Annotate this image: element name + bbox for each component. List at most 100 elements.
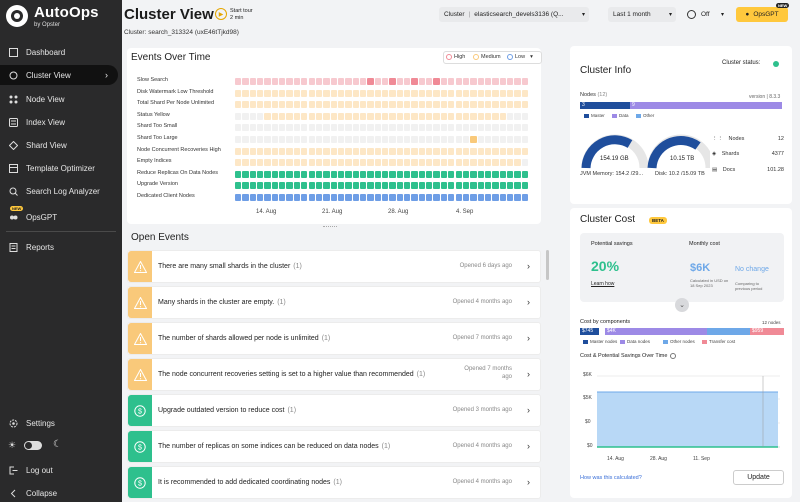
heatmap-cell[interactable] [411,194,418,201]
heatmap-cell[interactable] [330,101,337,109]
heatmap-cell[interactable] [455,170,462,178]
heatmap-cell[interactable] [477,147,484,155]
heatmap-cell[interactable] [264,112,271,120]
heatmap-cell[interactable] [484,147,492,155]
heatmap-cell[interactable] [264,101,271,109]
filter-medium[interactable]: Medium [473,54,501,60]
heatmap-cell[interactable] [484,194,492,201]
heatmap-cell[interactable] [345,136,352,143]
open-event-row[interactable]: $ It is recommended to add dedicated coor… [127,466,541,499]
heatmap-cell[interactable] [301,124,308,132]
heatmap-cell[interactable] [389,112,396,120]
heatmap-cell[interactable] [330,89,337,97]
chevron-right-icon[interactable]: › [527,297,530,307]
heatmap-cell[interactable] [367,112,374,120]
heatmap-cell[interactable] [242,159,249,167]
heatmap-cell[interactable] [484,89,492,97]
heatmap-cell[interactable] [337,78,345,85]
heatmap-cell[interactable] [426,89,433,97]
heatmap-cell[interactable] [271,78,279,85]
heatmap-cell[interactable] [418,159,426,167]
heatmap-cell[interactable] [286,147,293,155]
heatmap-cell[interactable] [389,124,396,132]
heatmap-cell[interactable] [404,159,411,167]
heatmap-cell[interactable] [323,124,330,132]
heatmap-cell[interactable] [293,112,301,120]
heatmap-cell[interactable] [433,78,440,85]
heatmap-cell[interactable] [499,112,506,120]
heatmap-cell[interactable] [396,147,404,155]
heatmap-cell[interactable] [411,124,418,132]
heatmap-cell[interactable] [235,170,242,178]
heatmap-cell[interactable] [301,147,308,155]
heatmap-cell[interactable] [242,182,249,190]
heatmap-cell[interactable] [345,89,352,97]
heatmap-cell[interactable] [499,147,506,155]
update-button[interactable]: Update [733,470,784,485]
heatmap-cell[interactable] [323,136,330,143]
heatmap-cell[interactable] [271,124,279,132]
heatmap-cell[interactable] [264,170,271,178]
heatmap-cell[interactable] [345,124,352,132]
heatmap-cell[interactable] [389,147,396,155]
heatmap-cell[interactable] [359,159,367,167]
heatmap-cell[interactable] [264,78,271,85]
heatmap-cell[interactable] [389,78,396,85]
heatmap-cell[interactable] [323,159,330,167]
heatmap-cell[interactable] [337,147,345,155]
heatmap-cell[interactable] [315,78,323,85]
chevron-right-icon[interactable]: › [527,405,530,415]
heatmap-cell[interactable] [323,89,330,97]
heatmap-cell[interactable] [477,89,484,97]
heatmap-cell[interactable] [249,136,257,143]
heatmap-cell[interactable] [359,78,367,85]
heatmap-cell[interactable] [426,78,433,85]
heatmap-cell[interactable] [404,112,411,120]
heatmap-cell[interactable] [293,101,301,109]
heatmap-cell[interactable] [440,112,448,120]
heatmap-cell[interactable] [330,159,337,167]
heatmap-cell[interactable] [396,89,404,97]
heatmap-cell[interactable] [426,101,433,109]
heatmap-cell[interactable] [286,124,293,132]
heatmap-cell[interactable] [374,136,381,143]
heatmap-cell[interactable] [484,159,492,167]
heatmap-cell[interactable] [352,170,359,178]
heatmap-cell[interactable] [477,182,484,190]
heatmap-cell[interactable] [462,78,470,85]
nav-settings[interactable]: Settings [0,413,122,433]
heatmap-cell[interactable] [382,159,389,167]
nav-collapse[interactable]: Collapse [0,483,122,502]
heatmap-cell[interactable] [477,194,484,201]
heatmap-cell[interactable] [345,159,352,167]
heatmap-cell[interactable] [359,170,367,178]
heatmap-cell[interactable] [264,89,271,97]
heatmap-cell[interactable] [308,101,315,109]
nav-logout[interactable]: Log out [0,460,122,480]
heatmap-cell[interactable] [389,136,396,143]
heatmap-cell[interactable] [257,194,264,201]
heatmap-cell[interactable] [337,182,345,190]
heatmap-cell[interactable] [337,170,345,178]
heatmap-cell[interactable] [308,89,315,97]
heatmap-cell[interactable] [433,182,440,190]
heatmap-cell[interactable] [484,124,492,132]
heatmap-cell[interactable] [418,194,426,201]
heatmap-cell[interactable] [367,136,374,143]
heatmap-cell[interactable] [514,170,521,178]
heatmap-cell[interactable] [448,136,455,143]
heatmap-cell[interactable] [374,101,381,109]
heatmap-cell[interactable] [367,124,374,132]
heatmap-cell[interactable] [308,182,315,190]
heatmap-cell[interactable] [455,101,462,109]
heatmap-cell[interactable] [315,159,323,167]
heatmap-cell[interactable] [440,124,448,132]
opsgpt-button[interactable]: ● OpsGPT [736,7,788,22]
heatmap-cell[interactable] [492,112,499,120]
open-event-row[interactable]: The node concurrent recoveries setting i… [127,358,541,391]
heatmap-cell[interactable] [315,89,323,97]
heatmap-cell[interactable] [499,182,506,190]
heatmap-cell[interactable] [279,170,286,178]
heatmap-cell[interactable] [521,147,528,155]
heatmap-cell[interactable] [308,147,315,155]
